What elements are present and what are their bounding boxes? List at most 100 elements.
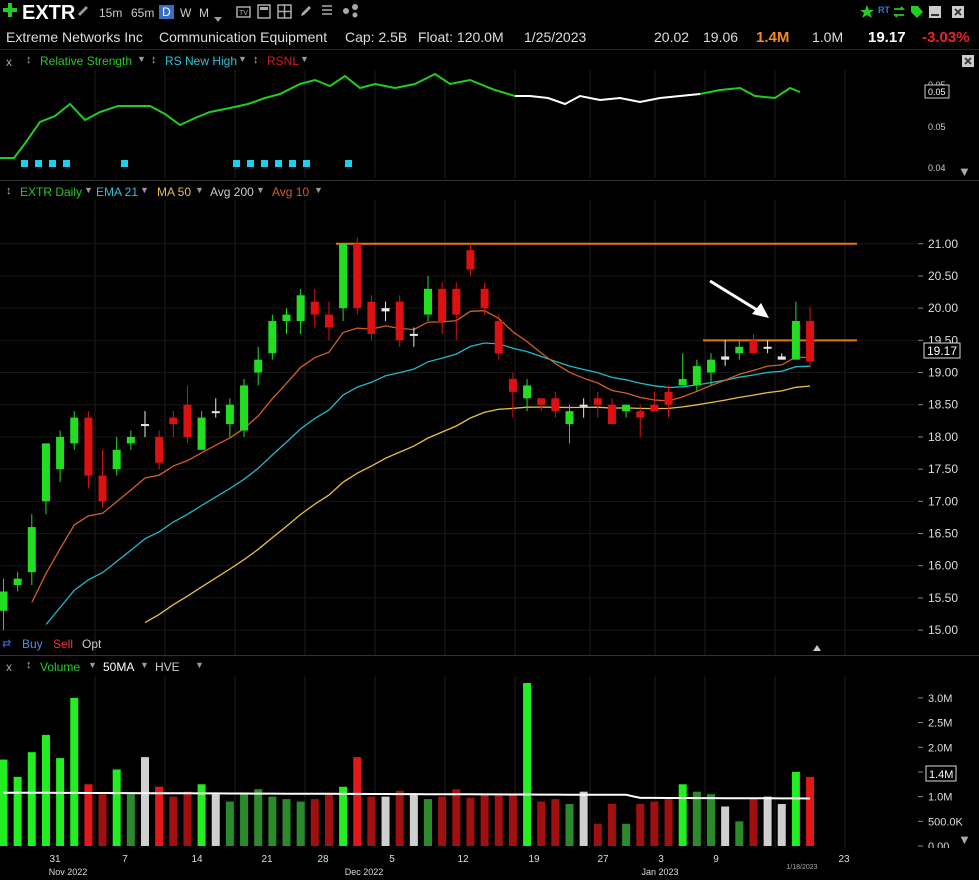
volume-bar (183, 791, 192, 846)
rs-dropdown-icon-3[interactable]: ▼ (300, 54, 309, 64)
interval-15m[interactable]: 15m (99, 6, 123, 20)
volume-bar (296, 801, 305, 846)
volume-bar (494, 794, 503, 846)
calculator-icon[interactable] (257, 4, 271, 24)
volume-bar (607, 804, 616, 846)
ma50-label[interactable]: MA 50 (157, 185, 192, 199)
volume-bar (141, 757, 149, 846)
candle-body (579, 404, 588, 407)
volume-tick-label: 500.0K (928, 816, 964, 828)
star-icon[interactable] (860, 5, 874, 24)
price-dropdown-icon[interactable]: ▼ (84, 185, 93, 195)
price-expand-icon[interactable]: ↕ (6, 185, 12, 197)
options-button[interactable]: Opt (82, 637, 102, 651)
share-icon[interactable] (342, 3, 360, 23)
sync-icon[interactable] (892, 5, 906, 24)
order-bidirectional-icon[interactable]: ⇄ (2, 638, 12, 650)
rs-dropdown-icon-1[interactable]: ▼ (137, 54, 146, 64)
volume-50ma-label[interactable]: 50MA (103, 660, 135, 674)
volume-bar (806, 776, 815, 846)
rs-expand-icon-3[interactable]: ↕ (253, 54, 259, 66)
close-window-icon[interactable] (951, 5, 965, 24)
interval-d[interactable]: D (159, 5, 174, 19)
rs-expand-icon-2[interactable]: ↕ (151, 54, 157, 66)
scroll-up-icon[interactable] (813, 645, 821, 651)
date-day-label: 5 (389, 854, 395, 865)
pencil-icon[interactable] (299, 4, 313, 23)
volume-bar (777, 804, 786, 846)
rt-icon[interactable]: RT (878, 5, 890, 15)
rs-panel-close-icon[interactable] (961, 54, 975, 73)
tag-icon[interactable] (910, 5, 924, 24)
price-tick-label: 18.00 (928, 430, 958, 444)
volume-collapse-icon[interactable]: ▼ (958, 832, 971, 847)
sell-button[interactable]: Sell (53, 637, 74, 651)
rs-tick-2: 0.05 (928, 122, 946, 132)
volume-tick-label: 0.00 (928, 841, 949, 848)
avg200-label[interactable]: Avg 200 (210, 185, 254, 199)
rs-rsnl[interactable]: RSNL (267, 54, 300, 68)
volume-dropdown-icon[interactable]: ▼ (88, 660, 97, 670)
date-day-label: 19 (528, 854, 540, 865)
candle-body (41, 443, 50, 502)
buy-button[interactable]: Buy (22, 637, 43, 651)
avg10-label[interactable]: Avg 10 (272, 185, 310, 199)
price-chart[interactable]: 15.00 15.50 16.00 16.50 17.00 17.50 18.00 18.50… (0, 200, 979, 655)
avg200-dropdown-icon[interactable]: ▼ (256, 185, 265, 195)
rs-expand-icon[interactable]: ↕ (26, 54, 32, 66)
candle-body (324, 314, 333, 328)
rs-new-high-marker (233, 160, 240, 167)
candle-body (593, 398, 602, 405)
interval-m[interactable]: M (199, 6, 209, 20)
candle-body (678, 378, 687, 386)
symbol-label[interactable]: EXTR (22, 2, 76, 24)
candle-body (225, 404, 234, 425)
volume-hve-label[interactable]: HVE (155, 660, 180, 674)
rs-collapse-icon[interactable]: ▼ (958, 164, 971, 178)
volume-bar (735, 821, 744, 846)
resistance-lines[interactable] (336, 242, 857, 342)
ema21-label[interactable]: EMA 21 (96, 185, 139, 199)
ema21-dropdown-icon[interactable]: ▼ (140, 185, 149, 195)
relative-strength-line-weak (515, 93, 701, 106)
price-panel-header: ↕ EXTR Daily ▼ EMA 21 ▼ MA 50 ▼ Avg 200 … (0, 184, 979, 202)
interval-65m[interactable]: 65m (131, 6, 155, 20)
interval-w[interactable]: W (180, 6, 192, 20)
rs-new-high-marker (63, 160, 70, 167)
minimize-icon[interactable] (928, 5, 942, 24)
rs-panel-close[interactable]: x (6, 55, 12, 69)
interval-dropdown-icon[interactable] (214, 10, 222, 28)
volume-tick-label: 1.0M (928, 792, 952, 804)
day-volume: 1.4M (756, 29, 790, 46)
volume-hve-dropdown-icon[interactable]: ▼ (195, 660, 204, 670)
volume-bar (324, 794, 333, 846)
rs-new-high[interactable]: RS New High (165, 54, 238, 68)
avg10-dropdown-icon[interactable]: ▼ (314, 185, 323, 195)
rs-dropdown-icon-2[interactable]: ▼ (238, 54, 247, 64)
relative-strength-line (0, 72, 801, 159)
date-day-label: 21 (261, 854, 273, 865)
volume-label[interactable]: Volume (40, 660, 81, 674)
grid-icon[interactable] (277, 4, 292, 24)
price-series-label[interactable]: EXTR Daily (20, 185, 83, 199)
ma50-line (144, 385, 811, 624)
add-symbol-icon[interactable] (3, 3, 17, 17)
volume-bar (523, 683, 532, 846)
volume-50ma-dropdown-icon[interactable]: ▼ (140, 660, 149, 670)
rs-new-high-marker (247, 160, 254, 167)
ma50-dropdown-icon[interactable]: ▼ (195, 185, 204, 195)
volume-bar (749, 799, 758, 846)
rs-new-high-marker (261, 160, 268, 167)
pin-icon[interactable] (76, 4, 90, 23)
volume-panel-close[interactable]: x (6, 660, 12, 674)
candle-body (607, 404, 616, 425)
volume-last-box-frame (925, 765, 957, 782)
rs-value-box: 0.05 (928, 87, 946, 97)
list-icon[interactable] (320, 4, 334, 23)
volume-expand-icon[interactable]: ↕ (26, 659, 32, 671)
rs-relative-strength[interactable]: Relative Strength (40, 54, 133, 68)
candle-body (791, 321, 800, 360)
tv-icon[interactable]: TV (236, 6, 251, 24)
candle-body (636, 411, 645, 418)
